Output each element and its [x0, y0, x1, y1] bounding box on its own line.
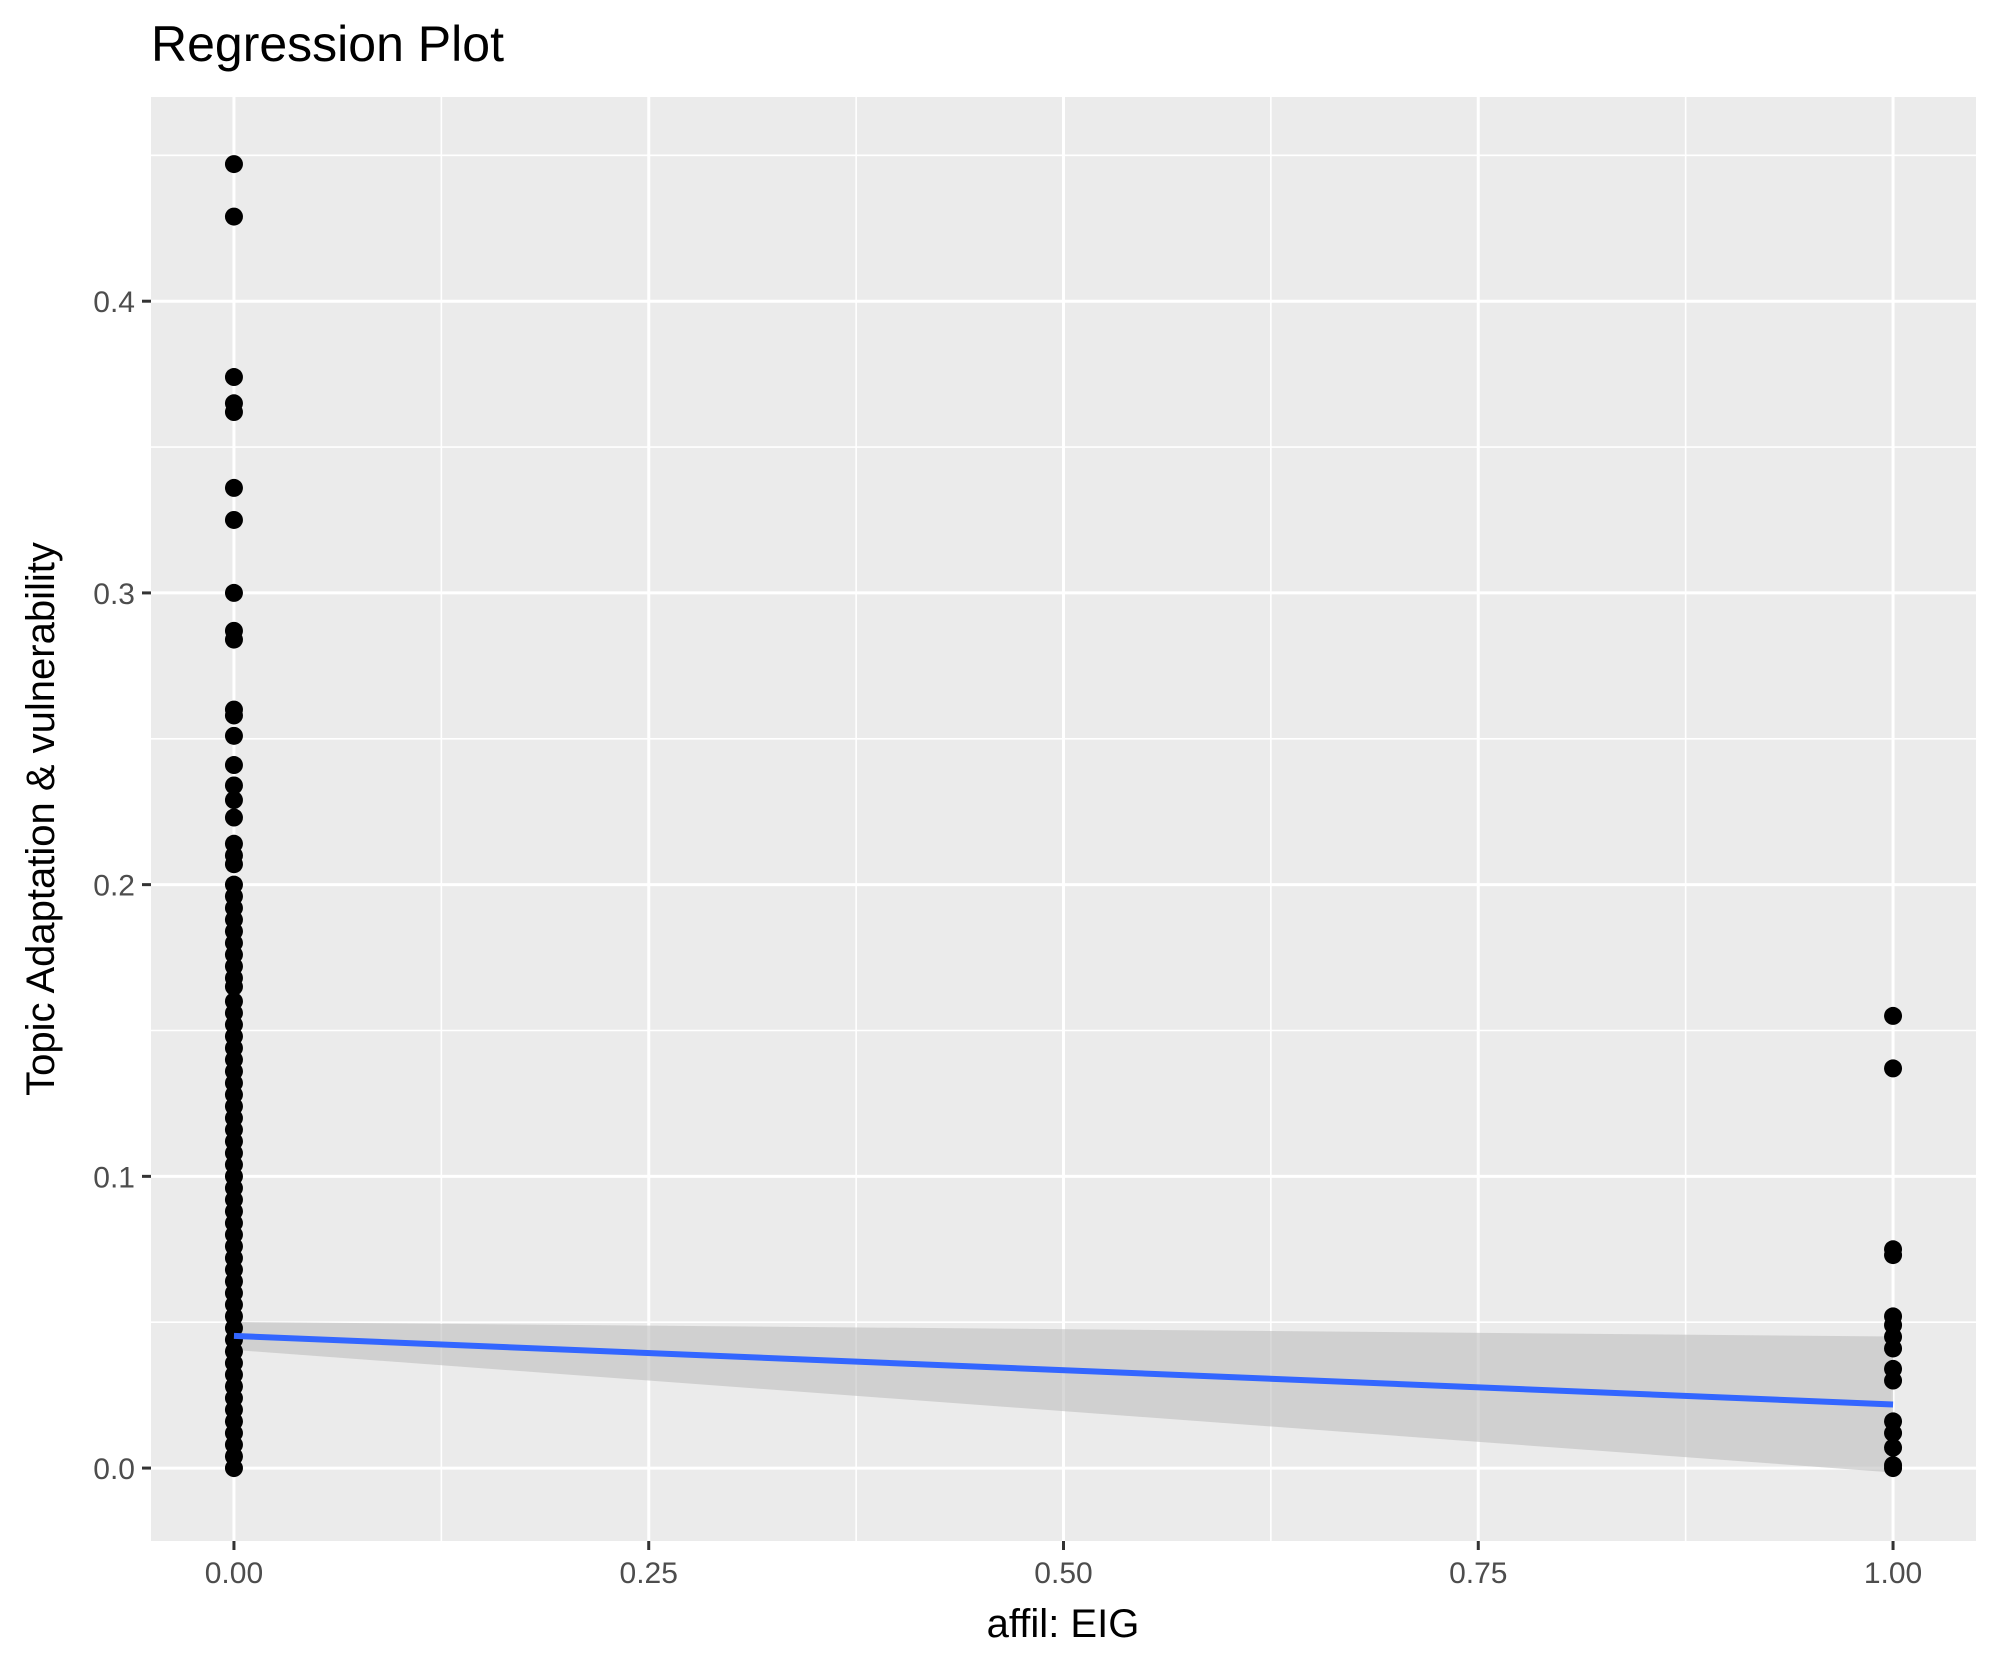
data-point	[224, 478, 243, 497]
data-point	[224, 756, 243, 775]
data-point	[224, 510, 243, 529]
data-point	[1884, 1371, 1903, 1390]
data-point	[1884, 1459, 1903, 1478]
data-point	[224, 630, 243, 649]
confidence-band	[233, 1321, 1894, 1473]
x-axis-label: affil: EIG	[987, 1602, 1140, 1646]
data-point	[1884, 1339, 1903, 1358]
data-point	[224, 776, 243, 795]
data-point	[1884, 1059, 1903, 1078]
data-point	[224, 808, 243, 827]
y-axis-ticks: 0.0 0.1 0.2 0.3 0.4	[93, 286, 151, 1486]
data-point	[224, 368, 243, 387]
data-point	[1884, 1438, 1903, 1457]
data-point	[224, 855, 243, 874]
x-axis-ticks: 0.00 0.25 0.50 0.75 1.00	[205, 1541, 1922, 1590]
y-tick-label: 0.2	[93, 870, 135, 903]
data-point	[1884, 1246, 1903, 1265]
y-tick-label: 0.0	[93, 1453, 135, 1486]
data-points	[224, 155, 1903, 1478]
data-point	[1884, 1006, 1903, 1025]
data-point	[224, 155, 243, 174]
x-tick-label: 0.00	[205, 1557, 263, 1590]
y-tick-label: 0.3	[93, 578, 135, 611]
x-tick-label: 0.25	[620, 1557, 678, 1590]
data-point	[224, 403, 243, 422]
x-tick-label: 0.50	[1034, 1557, 1092, 1590]
data-point	[224, 1459, 243, 1478]
y-tick-label: 0.1	[93, 1161, 135, 1194]
regression-line	[233, 1332, 1894, 1408]
y-tick-label: 0.4	[93, 286, 135, 319]
data-point	[1884, 1424, 1903, 1443]
data-point	[224, 583, 243, 602]
x-tick-label: 1.00	[1864, 1557, 1922, 1590]
data-point	[224, 791, 243, 810]
x-tick-label: 0.75	[1449, 1557, 1507, 1590]
data-point	[224, 977, 243, 996]
y-axis-label: Topic Adaptation & vulnerability	[19, 542, 63, 1096]
data-point	[224, 706, 243, 725]
chart-title: Regression Plot	[151, 16, 504, 72]
data-point	[224, 207, 243, 226]
data-point	[224, 726, 243, 745]
